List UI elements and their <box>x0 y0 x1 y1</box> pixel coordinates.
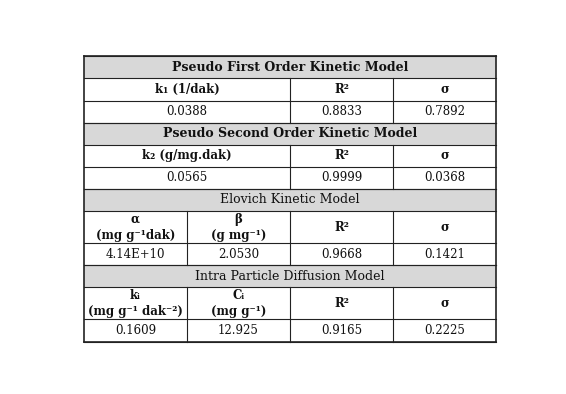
Text: 0.1609: 0.1609 <box>115 324 156 337</box>
Text: β
(g mg⁻¹): β (g mg⁻¹) <box>211 212 266 242</box>
Bar <box>84 56 496 78</box>
Text: 0.2225: 0.2225 <box>424 324 465 337</box>
Bar <box>84 123 496 145</box>
Text: σ: σ <box>440 149 449 162</box>
Text: 0.7892: 0.7892 <box>424 105 465 118</box>
Text: 2.0530: 2.0530 <box>218 248 259 261</box>
Text: 0.9999: 0.9999 <box>321 171 362 184</box>
Text: 0.0368: 0.0368 <box>424 171 465 184</box>
Text: R²: R² <box>334 221 349 234</box>
Text: 0.0565: 0.0565 <box>166 171 208 184</box>
Text: kᵢ
(mg g⁻¹ dak⁻²): kᵢ (mg g⁻¹ dak⁻²) <box>88 289 183 318</box>
Bar <box>84 189 496 211</box>
Text: 12.925: 12.925 <box>218 324 259 337</box>
Text: 0.9165: 0.9165 <box>321 324 362 337</box>
Text: σ: σ <box>440 297 449 310</box>
Text: 0.8833: 0.8833 <box>321 105 362 118</box>
Text: k₂ (g/mg.dak): k₂ (g/mg.dak) <box>142 149 232 162</box>
Text: σ: σ <box>440 83 449 96</box>
Text: Pseudo Second Order Kinetic Model: Pseudo Second Order Kinetic Model <box>163 127 417 140</box>
Text: Cᵢ
(mg g⁻¹): Cᵢ (mg g⁻¹) <box>211 289 266 318</box>
Text: 0.1421: 0.1421 <box>424 248 465 261</box>
Text: Pseudo First Order Kinetic Model: Pseudo First Order Kinetic Model <box>172 61 408 74</box>
Text: R²: R² <box>334 83 349 96</box>
Text: R²: R² <box>334 297 349 310</box>
Text: Intra Particle Diffusion Model: Intra Particle Diffusion Model <box>195 270 385 283</box>
Text: Elovich Kinetic Model: Elovich Kinetic Model <box>220 193 360 206</box>
Text: α
(mg g⁻¹dak): α (mg g⁻¹dak) <box>96 212 175 242</box>
Text: k₁ (1/dak): k₁ (1/dak) <box>155 83 220 96</box>
Text: 4.14E+10: 4.14E+10 <box>106 248 165 261</box>
Text: 0.0388: 0.0388 <box>166 105 208 118</box>
Bar <box>84 265 496 287</box>
Text: σ: σ <box>440 221 449 234</box>
Text: 0.9668: 0.9668 <box>321 248 362 261</box>
Text: R²: R² <box>334 149 349 162</box>
